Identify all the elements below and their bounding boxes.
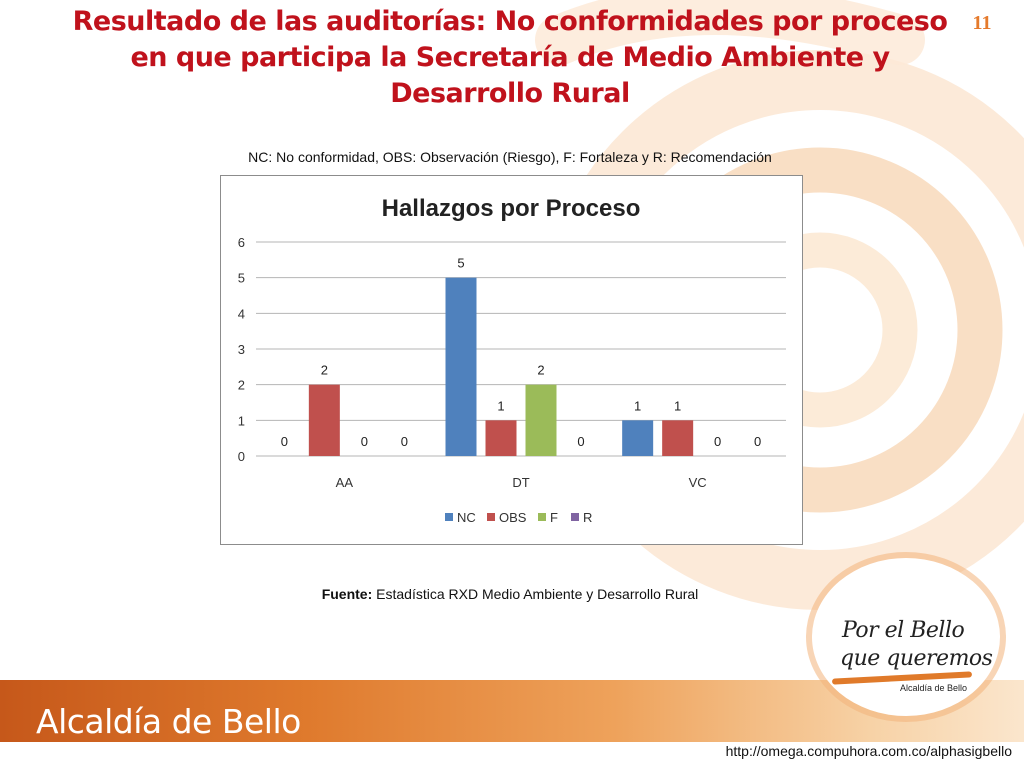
bar-obs-dt bbox=[485, 420, 517, 456]
bar-obs-aa bbox=[308, 384, 340, 456]
data-label: 0 bbox=[361, 434, 368, 449]
data-label: 2 bbox=[321, 363, 328, 378]
data-label: 0 bbox=[401, 434, 408, 449]
y-tick-label: 4 bbox=[238, 306, 245, 321]
bar-nc-vc bbox=[622, 420, 654, 456]
legend-label-obs: OBS bbox=[499, 510, 527, 525]
legend-swatch-obs bbox=[487, 513, 495, 521]
logo-ring bbox=[812, 558, 1000, 716]
source-label: Fuente: bbox=[321, 586, 373, 602]
y-tick-label: 3 bbox=[238, 342, 245, 357]
y-tick-label: 6 bbox=[238, 235, 245, 250]
y-tick-label: 1 bbox=[238, 413, 245, 428]
logo-text-line1: Por el Bello bbox=[842, 618, 965, 643]
logo-text-line2: que queremos bbox=[840, 646, 993, 671]
logo-subtitle: Alcaldía de Bello bbox=[900, 683, 968, 693]
x-category-label: DT bbox=[512, 475, 529, 490]
abbreviation-note: NC: No conformidad, OBS: Observación (Ri… bbox=[248, 149, 772, 165]
y-tick-label: 5 bbox=[238, 271, 245, 286]
slide-number: 11 bbox=[972, 12, 992, 34]
y-tick-label: 0 bbox=[238, 449, 245, 464]
data-label: 1 bbox=[634, 398, 641, 413]
slide-title: Resultado de las auditorías: No conformi… bbox=[72, 6, 948, 109]
data-label: 0 bbox=[754, 434, 761, 449]
legend-label-f: F bbox=[550, 510, 558, 525]
bar-obs-vc bbox=[662, 420, 694, 456]
x-category-label: VC bbox=[689, 475, 707, 490]
data-label: 0 bbox=[714, 434, 721, 449]
chart-title: Hallazgos por Proceso bbox=[382, 195, 641, 222]
organization-name: Alcaldía de Bello bbox=[36, 702, 301, 741]
legend-swatch-f bbox=[538, 513, 546, 521]
bar-nc-dt bbox=[445, 277, 477, 456]
source-text: Estadística RXD Medio Ambiente y Desarro… bbox=[372, 586, 699, 602]
x-category-label: AA bbox=[336, 475, 354, 490]
campaign-logo: Por el Bello que queremos Alcaldía de Be… bbox=[812, 558, 1012, 758]
source-note: Fuente: Estadística RXD Medio Ambiente y… bbox=[150, 586, 870, 602]
bar-f-dt bbox=[525, 384, 557, 456]
y-tick-label: 2 bbox=[238, 378, 245, 393]
data-label: 1 bbox=[674, 398, 681, 413]
data-label: 0 bbox=[281, 434, 288, 449]
legend-swatch-r bbox=[571, 513, 579, 521]
legend-swatch-nc bbox=[445, 513, 453, 521]
data-label: 0 bbox=[577, 434, 584, 449]
data-label: 1 bbox=[497, 398, 504, 413]
legend-label-nc: NC bbox=[457, 510, 476, 525]
footer-url: http://omega.compuhora.com.co/alphasigbe… bbox=[725, 743, 1012, 759]
chart-container: Hallazgos por Proceso 0 1 2 3 4 5 6 0 2 0 0 AA 5 1 2 0 DT… bbox=[220, 175, 803, 545]
legend-label-r: R bbox=[583, 510, 592, 525]
data-label: 5 bbox=[457, 256, 464, 271]
bar-chart: Hallazgos por Proceso 0 1 2 3 4 5 6 0 2 0 0 AA 5 1 2 0 DT… bbox=[238, 195, 786, 525]
data-label: 2 bbox=[537, 363, 544, 378]
